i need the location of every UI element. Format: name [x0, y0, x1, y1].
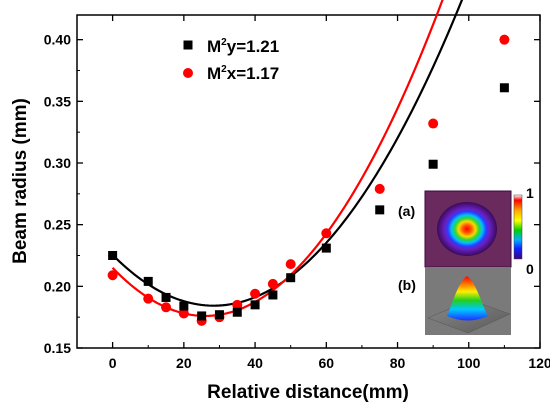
data-point-square [375, 205, 385, 215]
x-tick-label: 60 [319, 355, 335, 371]
data-points [107, 34, 510, 326]
legend-label-my: M2y=1.21 [207, 37, 279, 56]
data-point-circle [285, 259, 296, 270]
y-tick-label: 0.20 [44, 278, 71, 294]
fit-curve-1 [111, 0, 444, 318]
data-point-circle [143, 293, 154, 304]
data-point-circle [178, 308, 189, 319]
data-point-square [321, 243, 331, 253]
fit-curves [111, 0, 464, 318]
colorbar-min-label: 0 [526, 261, 534, 277]
y-tick-label: 0.30 [44, 155, 71, 171]
data-point-square [499, 83, 509, 93]
y-tick-label: 0.40 [44, 32, 71, 48]
x-tick-label: 80 [390, 355, 406, 371]
data-point-circle [250, 288, 261, 299]
data-point-square [232, 307, 242, 317]
data-point-square [197, 311, 207, 321]
data-point-circle [161, 302, 172, 313]
inset-label-a: (a) [398, 203, 415, 219]
data-point-square [250, 300, 260, 310]
x-tick-label: 20 [176, 355, 192, 371]
legend: M2y=1.21 M2x=1.17 [183, 37, 279, 83]
data-point-circle [321, 228, 332, 239]
beam-spot-2d [437, 202, 497, 256]
x-tick-label: 120 [528, 355, 550, 371]
axis-ticks: 0 20 40 60 80 100 120 0.15 0.20 0.25 0.30 0.35 0.40 [44, 15, 550, 371]
colorbar-max-label: 1 [526, 185, 534, 201]
y-tick-label: 0.25 [44, 217, 71, 233]
colorbar [513, 194, 523, 260]
data-point-square [268, 290, 278, 300]
legend-label-mx: M2x=1.17 [207, 64, 279, 83]
data-point-square [108, 251, 118, 260]
legend-marker-square [183, 40, 193, 50]
y-tick-label: 0.35 [44, 93, 71, 109]
data-point-circle [267, 278, 278, 289]
inset-label-b: (b) [398, 277, 416, 293]
data-point-square [161, 292, 171, 302]
y-axis-title: Beam radius (mm) [10, 98, 31, 264]
data-point-circle [107, 270, 118, 281]
plot-area-frame [76, 14, 541, 349]
x-tick-label: 100 [457, 355, 481, 371]
data-point-circle [499, 34, 510, 45]
data-point-square [286, 273, 296, 283]
beam-profile-inset: 1 0 (a) (b) [398, 185, 534, 335]
beam-peak-3d [447, 276, 488, 321]
x-tick-label: 0 [109, 355, 117, 371]
data-point-square [214, 310, 224, 320]
data-point-square [179, 301, 189, 311]
data-point-square [143, 276, 153, 286]
y-tick-label: 0.15 [44, 340, 71, 356]
x-tick-label: 40 [247, 355, 263, 371]
x-axis-title: Relative distance(mm) [207, 382, 409, 403]
fit-curve-0 [111, 0, 464, 307]
legend-marker-circle [183, 68, 193, 78]
data-point-circle [374, 183, 385, 194]
data-point-circle [232, 299, 243, 310]
data-point-square [428, 159, 438, 169]
data-point-circle [428, 118, 439, 129]
